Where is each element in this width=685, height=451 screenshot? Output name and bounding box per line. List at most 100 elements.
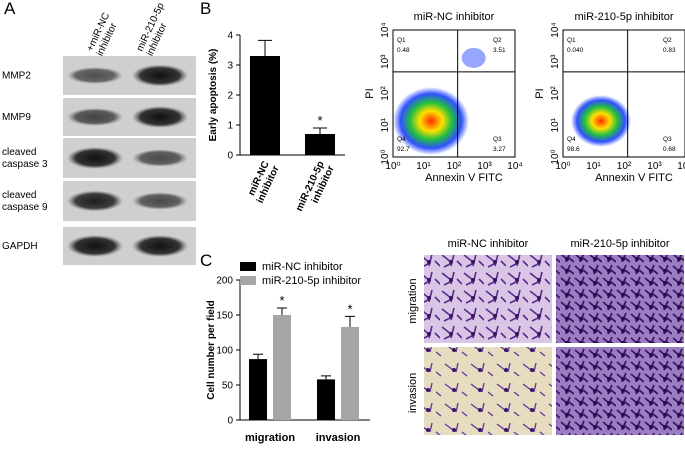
blot-row-label-line: caspase 9	[2, 202, 48, 213]
y-tick-label: 1	[227, 121, 233, 132]
y-tick-label: 10³	[380, 54, 391, 69]
y-tick-label: 10⁰	[380, 149, 391, 164]
x-tick-label: migration	[245, 432, 295, 444]
error-bar	[313, 127, 327, 134]
micrograph	[556, 255, 684, 343]
x-tick-label: miR-NCinhibitor	[245, 160, 282, 206]
blot-band	[132, 235, 188, 257]
x-tick-label: 10⁰	[385, 161, 400, 172]
y-tick-label: 3	[227, 61, 233, 72]
blot-band	[132, 64, 188, 87]
panel-label: A	[4, 0, 16, 18]
quadrant-name: Q1	[397, 37, 406, 44]
y-tick-label: 4	[227, 31, 233, 42]
bar	[341, 326, 359, 420]
quadrant-name: Q1	[567, 37, 576, 44]
y-tick-label: 150	[216, 311, 233, 322]
annotation: *	[347, 301, 352, 316]
y-axis-label: PI	[534, 88, 546, 98]
column-label: miR-210-5p inhibitor	[570, 238, 669, 250]
legend-label: miR-NC inhibitor	[262, 261, 343, 273]
blot-row-label-line: MMP2	[2, 71, 31, 82]
blot-band	[132, 106, 188, 128]
quadrant-value: 3.51	[493, 47, 506, 54]
blot-row-label: cleaved caspase 3	[2, 147, 48, 170]
y-tick-label: 10³	[550, 54, 561, 69]
quadrant-name: Q3	[493, 136, 502, 143]
y-tick-label: 0	[227, 416, 233, 427]
plot-title: miR-210-5p inhibitor	[574, 11, 673, 23]
quadrant-value: 3.27	[493, 146, 506, 153]
blot-row-label: cleaved caspase 9	[2, 190, 48, 213]
micrograph	[424, 255, 552, 343]
quadrant-name: Q2	[493, 37, 502, 44]
bar	[249, 359, 267, 420]
bar	[273, 315, 291, 420]
legend-label: miR-210-5p inhibitor	[262, 275, 361, 287]
legend-swatch	[240, 276, 256, 285]
blot-band	[132, 192, 188, 210]
annotation: *	[279, 293, 284, 308]
blot-row-label: MMP9	[2, 112, 31, 123]
panel-label: C	[200, 251, 212, 270]
row-label: migration	[407, 278, 419, 323]
column-label: miR-NC inhibitor	[448, 238, 529, 250]
cell-cloud	[393, 87, 469, 155]
x-tick-label: 10⁴	[677, 161, 685, 172]
y-tick-label: 10²	[550, 86, 561, 101]
blot-column-label: miR-210-5pinhibitor	[135, 1, 177, 58]
blot-row-label-line: cleaved	[2, 147, 36, 158]
quadrant-value: 0.68	[663, 146, 676, 153]
quadrant-name: Q3	[663, 136, 672, 143]
x-tick-label: 10¹	[586, 161, 601, 172]
x-tick-label: 10³	[647, 161, 662, 172]
y-tick-label: 200	[216, 276, 233, 287]
cell-cloud	[461, 47, 486, 68]
y-tick-label: 10⁴	[550, 22, 561, 37]
y-tick-label: 0	[227, 151, 233, 162]
x-axis-label: Annexin V FITC	[425, 172, 503, 184]
blot-band	[67, 108, 123, 126]
quadrant-name: Q4	[567, 136, 576, 143]
x-tick-label: 10²	[447, 161, 462, 172]
y-tick-label: 10⁰	[550, 149, 561, 164]
panel-label: B	[200, 0, 211, 18]
quadrant-name: Q2	[663, 37, 672, 44]
quadrant-value: 92.7	[397, 146, 410, 153]
y-tick-label: 50	[222, 381, 234, 392]
x-tick-label: 10⁰	[555, 161, 570, 172]
quadrant-value: 0.48	[397, 47, 410, 54]
y-axis-label: Early apoptosis (%)	[208, 49, 219, 142]
x-tick-label: 10¹	[416, 161, 431, 172]
error-bar	[277, 307, 287, 315]
blot-band	[132, 149, 188, 167]
error-bar	[345, 315, 355, 327]
error-bar	[253, 353, 263, 360]
blot-row-label-line: GAPDH	[2, 241, 38, 252]
y-axis-label: Cell number per field	[206, 300, 217, 399]
x-tick-label: 10²	[617, 161, 632, 172]
micrograph	[556, 347, 684, 435]
x-tick-label: invasion	[316, 432, 361, 444]
blot-band	[67, 67, 123, 84]
quadrant-name: Q4	[397, 136, 406, 143]
quadrant-value: 0.040	[567, 47, 584, 54]
quadrant-value: 98.6	[567, 146, 580, 153]
y-axis-label: PI	[364, 88, 376, 98]
x-axis-label: Annexin V FITC	[595, 172, 673, 184]
blot-band	[67, 147, 123, 169]
y-tick-label: 2	[227, 91, 233, 102]
blot-column-label: +miR-NCinhibitor	[85, 11, 122, 58]
x-tick-label: miR-210-5pinhibitor	[294, 160, 337, 218]
y-tick-label: 10¹	[380, 117, 391, 132]
x-tick-label: 10⁴	[507, 161, 522, 172]
error-bar	[258, 39, 272, 56]
annotation: *	[317, 113, 322, 128]
blot-row-label: GAPDH	[2, 241, 38, 252]
row-label: invasion	[407, 373, 419, 413]
y-tick-label: 10¹	[550, 117, 561, 132]
blot-row-label-line: caspase 3	[2, 159, 48, 170]
legend-swatch	[240, 262, 256, 271]
plot-title: miR-NC inhibitor	[414, 11, 495, 23]
